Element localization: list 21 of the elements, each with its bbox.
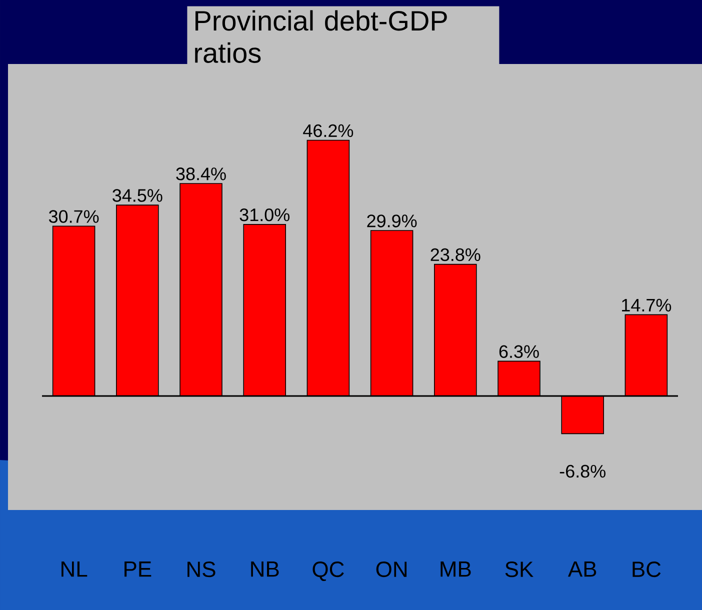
- x-tick-label: AB: [568, 562, 596, 577]
- x-tick-label: NL: [62, 562, 88, 577]
- data-label: 31.0%: [240, 208, 290, 222]
- x-tick-label: PE: [124, 562, 152, 577]
- data-label: 23.8%: [430, 248, 480, 262]
- x-tick-label: ON: [376, 562, 407, 578]
- x-tick-label: QC: [312, 562, 344, 582]
- data-label: -6.8%: [560, 464, 606, 478]
- x-tick-label: BC: [632, 562, 661, 578]
- data-label: 46.2%: [303, 124, 354, 138]
- x-tick-label: NB: [251, 562, 279, 577]
- data-label: 6.3%: [499, 345, 539, 358]
- data-label: 14.7%: [622, 298, 672, 312]
- x-tick-label: SK: [505, 562, 534, 578]
- x-tick-label: MB: [440, 562, 471, 577]
- chart-title: Provincial debt-GDP ratios: [195, 10, 447, 63]
- data-label: 29.9%: [367, 214, 417, 228]
- data-label: 38.4%: [176, 168, 226, 180]
- x-tick-label: NS: [188, 562, 216, 578]
- data-label: 34.5%: [112, 189, 162, 202]
- data-label: 30.7%: [48, 210, 99, 223]
